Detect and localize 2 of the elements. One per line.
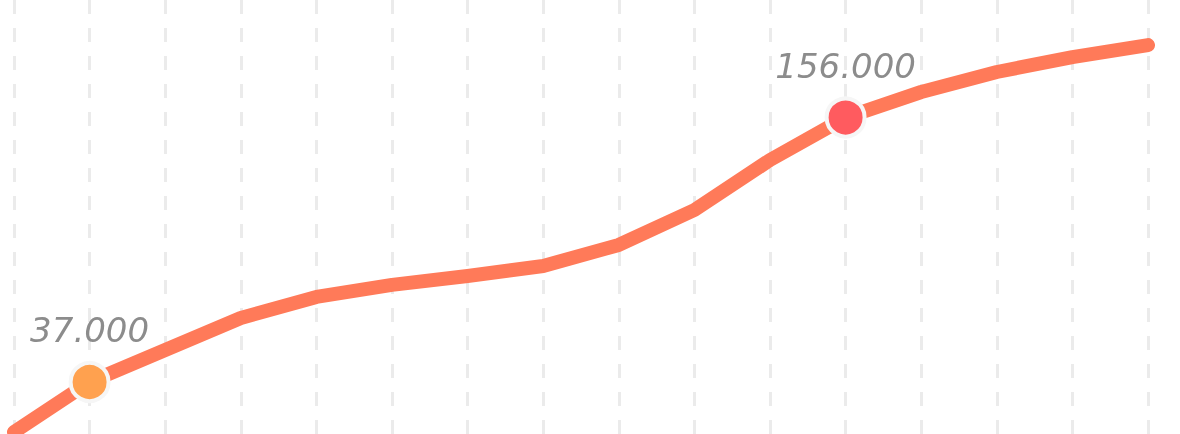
data-label: 37.000: [30, 310, 150, 350]
data-label: 156.000: [775, 45, 916, 86]
